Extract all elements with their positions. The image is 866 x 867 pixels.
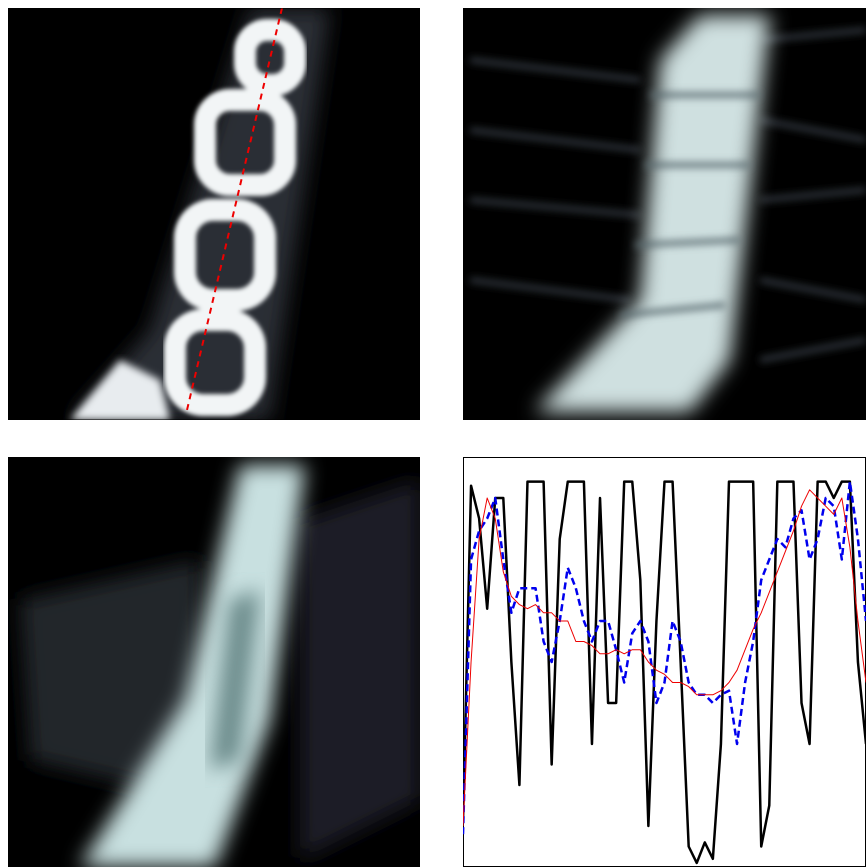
page: {"chart_data": {"type": "line", "x": [0,… [0,0,866,867]
image-coronal [8,457,420,867]
image-axial [8,8,420,420]
image-sagittal [463,8,866,420]
figure [0,0,866,867]
